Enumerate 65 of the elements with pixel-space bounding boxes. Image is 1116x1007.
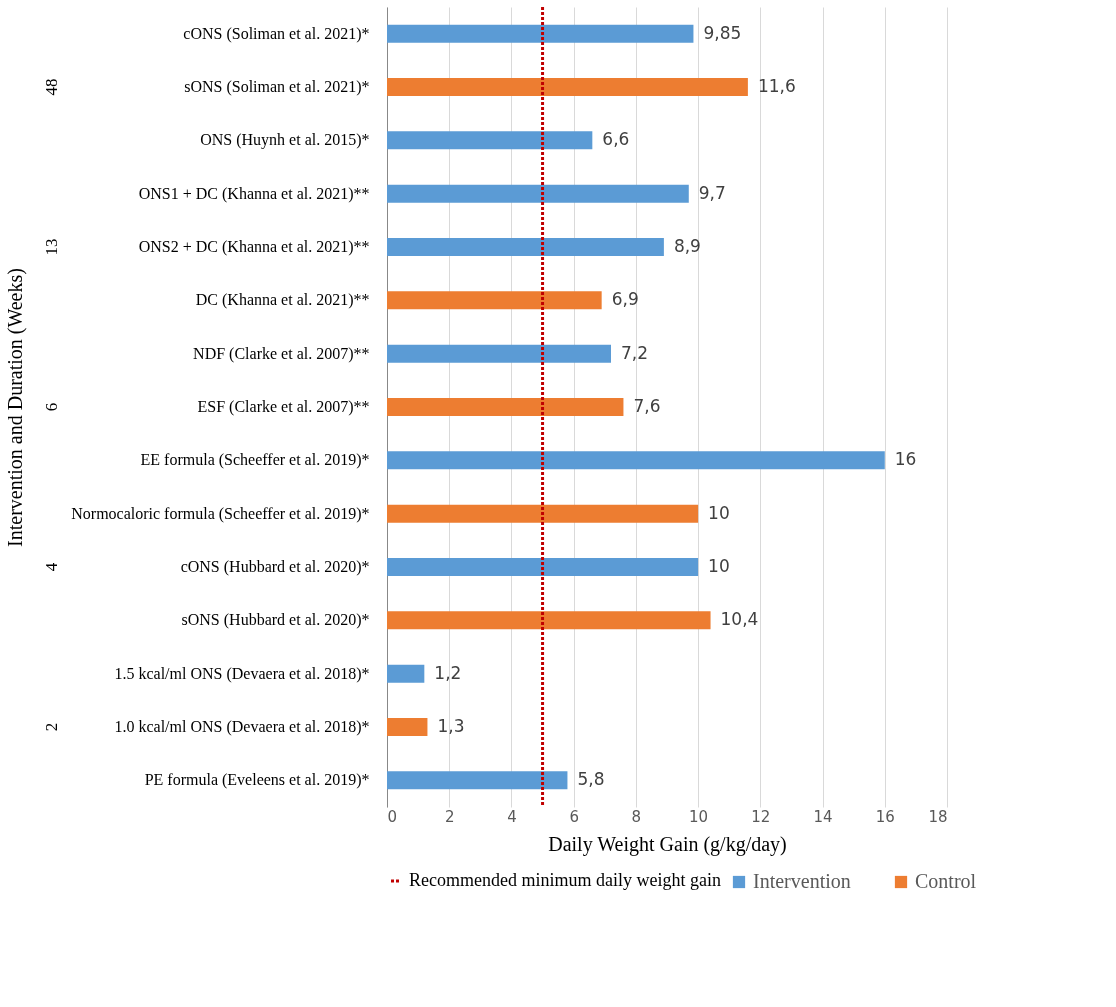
data-label: 8,9 xyxy=(673,236,701,256)
x-tick-label: 6 xyxy=(569,807,579,826)
bar xyxy=(387,238,664,256)
x-tick-label: 14 xyxy=(813,807,833,826)
data-label: 9,85 xyxy=(703,22,742,43)
legend-label: Intervention xyxy=(753,870,851,892)
data-label: 1,2 xyxy=(434,662,462,683)
data-label: 6,9 xyxy=(611,289,639,310)
y-tick-label: NDF (Clarke et al. 2007)** xyxy=(193,344,370,363)
y-tick-label: sONS (Hubbard et al. 2020)* xyxy=(181,611,370,630)
bar xyxy=(387,78,748,96)
data-label: 7,6 xyxy=(633,396,661,416)
bar xyxy=(387,451,885,470)
bar xyxy=(387,344,611,363)
data-label: 6,6 xyxy=(602,129,630,150)
y-tick-label: sONS (Soliman et al. 2021)* xyxy=(184,78,370,96)
bar xyxy=(387,184,689,203)
x-tick-label: 4 xyxy=(507,807,517,826)
x-tick-label: 10 xyxy=(689,807,709,826)
data-label: 10 xyxy=(708,502,730,523)
x-tick-label: 8 xyxy=(631,807,642,826)
data-label: 10 xyxy=(708,556,730,576)
bar xyxy=(387,504,699,523)
y-tick-label: Normocaloric formula (Scheeffer et al. 2019)* xyxy=(71,504,370,523)
bar xyxy=(387,131,593,150)
bar xyxy=(387,611,711,630)
x-axis-title: Daily Weight Gain (g/kg/day) xyxy=(548,832,787,856)
data-label: 10,4 xyxy=(720,609,759,630)
y-tick-label: ESF (Clarke et al. 2007)** xyxy=(197,398,370,416)
bar xyxy=(387,558,699,576)
legend-label: Recommended minimum daily weight gain xyxy=(409,870,721,890)
y-tick-label: ONS2 + DC (Khanna et al. 2021)** xyxy=(138,238,370,256)
y-tick-label: ONS1 + DC (Khanna et al. 2021)** xyxy=(138,184,370,203)
bar xyxy=(387,718,428,736)
legend-label: Control xyxy=(915,870,977,892)
x-tick-label: 0 xyxy=(387,807,398,826)
text: 6 xyxy=(42,402,61,412)
bar xyxy=(387,664,425,683)
data-label: 5,8 xyxy=(577,769,605,790)
y-axis-title: Intervention and Duration (Weeks) xyxy=(3,268,27,547)
text: 13 xyxy=(42,238,61,256)
y-tick-label: DC (Khanna et al. 2021)** xyxy=(195,291,370,310)
x-tick-label: 2 xyxy=(444,807,455,826)
data-label: 7,2 xyxy=(621,342,649,363)
x-tick-label: 18 xyxy=(928,807,948,826)
y-tick-label: cONS (Hubbard et al. 2020)* xyxy=(180,558,370,576)
text: 4 xyxy=(42,562,61,572)
y-tick-label: cONS (Soliman et al. 2021)* xyxy=(183,24,370,43)
x-tick-label: 16 xyxy=(875,807,895,826)
data-label: 1,3 xyxy=(437,716,465,736)
bar xyxy=(387,24,694,43)
y-tick-label: EE formula (Scheeffer et al. 2019)* xyxy=(140,451,370,470)
bar xyxy=(387,398,624,416)
y-tick-label: 1.0 kcal/ml ONS (Devaera et al. 2018)* xyxy=(114,718,370,736)
bar xyxy=(387,291,602,310)
text: 2 xyxy=(42,722,61,732)
y-tick-label: ONS (Huynh et al. 2015)* xyxy=(200,131,370,150)
y-tick-label: PE formula (Eveleens et al. 2019)* xyxy=(144,771,370,790)
data-label: 9,7 xyxy=(698,182,726,203)
bar xyxy=(387,771,568,790)
x-tick-label: 12 xyxy=(751,807,771,826)
text: 48 xyxy=(42,78,61,96)
data-label: 11,6 xyxy=(757,76,796,96)
y-tick-label: 1.5 kcal/ml ONS (Devaera et al. 2018)* xyxy=(114,664,370,683)
data-label: 16 xyxy=(894,449,917,470)
